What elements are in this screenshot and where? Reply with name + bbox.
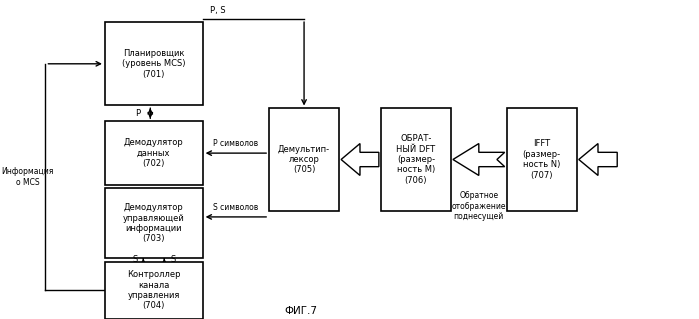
Text: Контроллер
канала
управления
(704): Контроллер канала управления (704) [127, 270, 180, 310]
Text: P, S: P, S [210, 6, 225, 15]
Text: S: S [170, 256, 175, 264]
FancyBboxPatch shape [105, 22, 203, 105]
Text: Информация
о MCS: Информация о MCS [1, 167, 54, 187]
FancyBboxPatch shape [105, 262, 203, 319]
Text: ФИГ.7: ФИГ.7 [284, 306, 317, 316]
FancyBboxPatch shape [269, 108, 339, 211]
Text: IFFT
(размер-
ность N)
(707): IFFT (размер- ность N) (707) [523, 139, 561, 180]
FancyBboxPatch shape [105, 121, 203, 185]
Text: Обратное
отображение
поднесущей: Обратное отображение поднесущей [452, 191, 506, 221]
FancyBboxPatch shape [507, 108, 577, 211]
Text: ОБРАТ-
НЫЙ DFT
(размер-
ность М)
(706): ОБРАТ- НЫЙ DFT (размер- ность М) (706) [396, 134, 435, 185]
Text: P символов: P символов [213, 139, 259, 148]
FancyBboxPatch shape [381, 108, 451, 211]
Text: S символов: S символов [213, 203, 259, 212]
Polygon shape [579, 144, 617, 175]
Text: P: P [135, 109, 140, 118]
Text: S: S [132, 256, 138, 264]
Text: Демультип-
лексор
(705): Демультип- лексор (705) [278, 145, 330, 174]
FancyBboxPatch shape [105, 188, 203, 258]
Text: Планировщик
(уровень MCS)
(701): Планировщик (уровень MCS) (701) [122, 49, 185, 79]
Polygon shape [341, 144, 379, 175]
Text: Демодулятор
управляющей
информации
(703): Демодулятор управляющей информации (703) [123, 203, 185, 243]
Polygon shape [453, 144, 505, 175]
Text: Демодулятор
данных
(702): Демодулятор данных (702) [124, 138, 184, 168]
